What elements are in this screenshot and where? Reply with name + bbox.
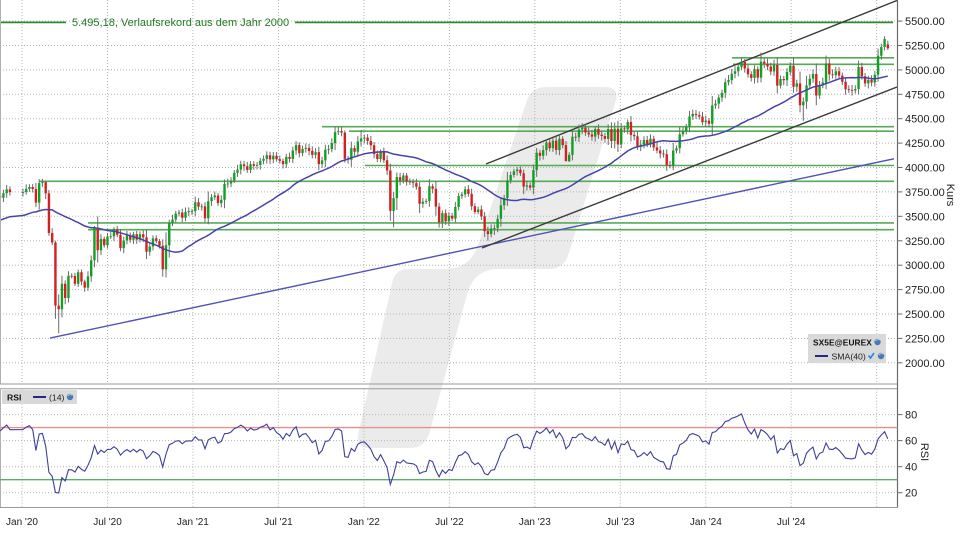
svg-text:5500.00: 5500.00 (905, 16, 945, 28)
svg-text:3000.00: 3000.00 (905, 260, 945, 272)
svg-text:40: 40 (905, 462, 917, 474)
svg-text:2750.00: 2750.00 (905, 285, 945, 297)
svg-text:Jul '23: Jul '23 (606, 517, 635, 528)
svg-text:Jan '21: Jan '21 (177, 517, 209, 528)
svg-text:5250.00: 5250.00 (905, 41, 945, 53)
svg-text:4500.00: 4500.00 (905, 114, 945, 126)
svg-text:20: 20 (905, 488, 917, 500)
svg-text:Jul '22: Jul '22 (435, 517, 464, 528)
svg-text:Jul '20: Jul '20 (93, 517, 122, 528)
svg-text:Kurs: Kurs (944, 184, 956, 207)
svg-text:(14): (14) (49, 393, 65, 403)
svg-text:Jul '21: Jul '21 (264, 517, 293, 528)
svg-text:2000.00: 2000.00 (905, 358, 945, 370)
svg-text:2500.00: 2500.00 (905, 309, 945, 321)
svg-text:SMA(40): SMA(40) (832, 352, 866, 362)
svg-text:2250.00: 2250.00 (905, 333, 945, 345)
svg-text:4250.00: 4250.00 (905, 138, 945, 150)
svg-text:Jan '24: Jan '24 (690, 517, 722, 528)
svg-text:60: 60 (905, 436, 917, 448)
svg-text:Jan '22: Jan '22 (348, 517, 380, 528)
svg-text:3750.00: 3750.00 (905, 187, 945, 199)
svg-text:3500.00: 3500.00 (905, 211, 945, 223)
svg-text:4000.00: 4000.00 (905, 163, 945, 175)
svg-text:5000.00: 5000.00 (905, 65, 945, 77)
svg-text:5.495,18, Verlaufsrekord aus d: 5.495,18, Verlaufsrekord aus dem Jahr 20… (72, 17, 289, 29)
svg-text:SX5E@EUREX: SX5E@EUREX (813, 338, 872, 348)
svg-text:RSI: RSI (7, 393, 21, 403)
svg-text:Jul '24: Jul '24 (777, 517, 806, 528)
svg-text:4750.00: 4750.00 (905, 89, 945, 101)
svg-text:80: 80 (905, 410, 917, 422)
svg-text:3250.00: 3250.00 (905, 236, 945, 248)
svg-text:Jan '20: Jan '20 (6, 517, 38, 528)
svg-text:Jan '23: Jan '23 (519, 517, 551, 528)
svg-text:RSI: RSI (918, 443, 930, 461)
